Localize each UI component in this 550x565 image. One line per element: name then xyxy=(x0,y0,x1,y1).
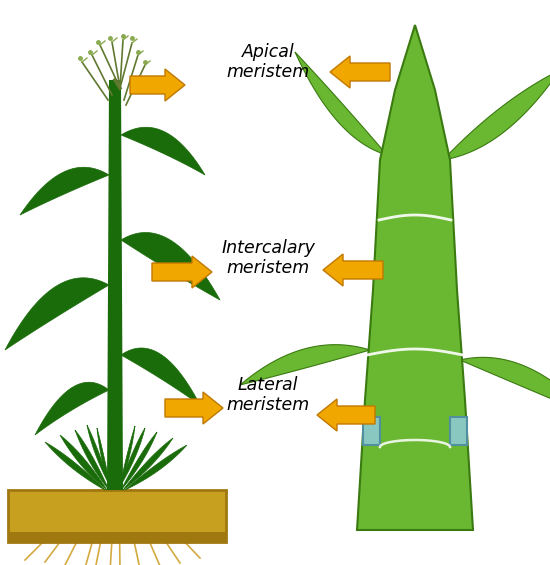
Polygon shape xyxy=(152,256,212,288)
Polygon shape xyxy=(443,70,550,160)
Polygon shape xyxy=(121,127,205,175)
Polygon shape xyxy=(45,442,105,490)
Polygon shape xyxy=(20,167,109,215)
Bar xyxy=(8,490,226,542)
Polygon shape xyxy=(317,399,375,431)
Polygon shape xyxy=(123,438,173,490)
Polygon shape xyxy=(240,345,370,385)
Polygon shape xyxy=(119,426,135,490)
Polygon shape xyxy=(87,425,112,490)
Bar xyxy=(363,417,380,445)
Polygon shape xyxy=(121,348,200,405)
Polygon shape xyxy=(323,254,383,286)
Text: Apical
meristem: Apical meristem xyxy=(227,42,310,81)
Polygon shape xyxy=(165,392,223,424)
Bar xyxy=(8,532,226,542)
Polygon shape xyxy=(118,428,145,490)
Polygon shape xyxy=(75,430,109,490)
Polygon shape xyxy=(60,435,107,490)
Polygon shape xyxy=(97,428,111,490)
Polygon shape xyxy=(330,56,390,88)
Bar xyxy=(450,417,467,445)
Polygon shape xyxy=(357,25,473,530)
Polygon shape xyxy=(125,445,187,490)
Polygon shape xyxy=(107,80,123,490)
Polygon shape xyxy=(295,52,387,155)
Polygon shape xyxy=(5,278,109,350)
Polygon shape xyxy=(121,432,157,490)
Polygon shape xyxy=(121,233,220,300)
Polygon shape xyxy=(35,383,109,435)
Polygon shape xyxy=(130,69,185,101)
Text: Intercalary
meristem: Intercalary meristem xyxy=(221,238,315,277)
Polygon shape xyxy=(460,357,550,415)
Text: Lateral
meristem: Lateral meristem xyxy=(227,376,310,414)
